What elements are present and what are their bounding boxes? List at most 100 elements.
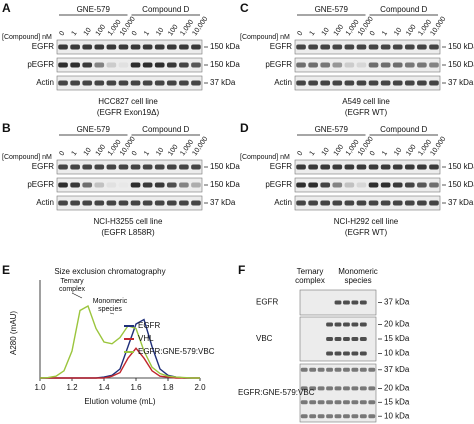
row-label: EGFR: [270, 42, 292, 51]
band: [130, 164, 141, 170]
row-label: VBC: [256, 334, 273, 343]
marker-label: 20 kDa: [384, 320, 410, 329]
band: [70, 62, 80, 68]
band: [320, 44, 331, 50]
band: [343, 367, 350, 372]
marker-label: 10 kDa: [384, 349, 410, 358]
fraction-header: Monomeric: [338, 267, 378, 276]
band: [191, 182, 201, 188]
band: [179, 164, 189, 170]
band: [179, 200, 189, 206]
blot-strip: [294, 159, 441, 175]
chart-title: Size exclusion chromatography: [54, 267, 165, 276]
band: [191, 44, 201, 50]
band: [343, 337, 350, 341]
blot-strip: [56, 57, 203, 73]
x-tick-label: 1.6: [130, 383, 142, 392]
band: [326, 386, 333, 391]
panel-letter: C: [240, 1, 249, 15]
band: [118, 80, 129, 86]
annotation: complex: [59, 286, 86, 293]
band: [356, 44, 367, 50]
band: [154, 80, 165, 86]
band: [94, 80, 105, 86]
band: [179, 44, 189, 50]
row-label: EGFR: [270, 162, 292, 171]
marker-label: 150 kDa: [448, 60, 474, 69]
band: [429, 164, 439, 170]
fraction-header: Ternary: [297, 267, 324, 276]
caption: NCI-H3255 cell line: [94, 217, 163, 226]
band: [58, 80, 68, 86]
band: [106, 182, 117, 188]
marker-label: 37 kDa: [384, 298, 410, 307]
marker-label: 37 kDa: [210, 198, 236, 207]
band: [368, 400, 376, 405]
band: [392, 44, 403, 50]
band: [118, 62, 129, 68]
band: [166, 182, 177, 188]
annotation-arrow: [71, 292, 83, 299]
band: [343, 322, 350, 327]
band: [368, 200, 379, 206]
band: [309, 414, 317, 419]
band: [404, 164, 415, 170]
band: [368, 44, 379, 50]
panel-letter: D: [240, 121, 249, 135]
group-header: GNE-579: [315, 125, 349, 134]
band: [351, 300, 359, 305]
band: [94, 164, 105, 170]
band: [106, 80, 117, 86]
group-header: Compound D: [142, 125, 189, 134]
band: [326, 351, 333, 356]
band: [119, 183, 129, 188]
band: [380, 44, 391, 50]
y-axis-label: A280 (mAU): [9, 311, 18, 355]
band: [380, 164, 391, 170]
concentration: 10: [393, 27, 403, 37]
band: [308, 200, 318, 206]
band: [58, 164, 68, 170]
concentration: 0: [131, 150, 139, 157]
band: [417, 200, 427, 206]
concentration-label: [Compound] nM: [2, 154, 52, 161]
panel-letter: B: [2, 121, 11, 135]
concentration: 100: [405, 144, 417, 158]
x-tick-label: 1.8: [162, 383, 174, 392]
band: [368, 367, 376, 372]
marker-label: 10 kDa: [384, 411, 410, 420]
band: [308, 44, 318, 50]
row-label: pEGFR: [265, 60, 292, 69]
concentration: 10: [321, 27, 331, 37]
blot-strip: [56, 159, 203, 175]
marker-label: 150 kDa: [210, 60, 240, 69]
band: [166, 80, 177, 86]
band: [94, 62, 105, 68]
band: [332, 182, 343, 188]
group-header: GNE-579: [77, 5, 111, 14]
band: [334, 386, 342, 391]
concentration: 1: [71, 150, 79, 157]
band: [191, 62, 201, 68]
row-label: EGFR:GNE-579:VBC: [238, 388, 315, 397]
band: [82, 182, 93, 188]
band: [142, 62, 153, 68]
band: [142, 182, 153, 188]
annotation: Monomeric: [93, 298, 128, 305]
band: [320, 80, 331, 86]
band: [296, 164, 306, 170]
blot-strip: [294, 75, 441, 91]
band: [351, 400, 359, 405]
concentration: 1: [143, 150, 151, 157]
concentration: 100: [333, 144, 345, 158]
concentration: 0: [296, 150, 304, 157]
concentration: 10: [321, 147, 331, 157]
band: [296, 62, 306, 68]
band: [320, 182, 331, 188]
band: [166, 62, 177, 68]
band: [392, 200, 403, 206]
band: [359, 300, 367, 305]
band: [334, 414, 342, 419]
legend-label: EGFR: [138, 321, 160, 330]
